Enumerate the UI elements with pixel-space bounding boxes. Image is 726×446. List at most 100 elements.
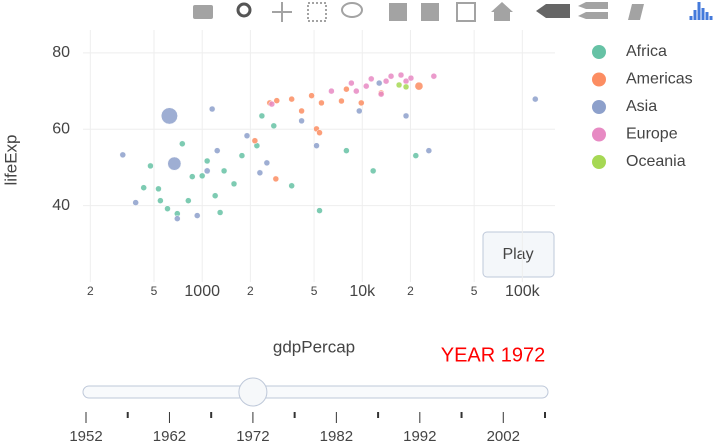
slider-label: 2002 [487, 428, 520, 445]
data-point [407, 74, 415, 82]
data-point [308, 92, 315, 99]
legend-marker[interactable] [592, 45, 606, 59]
data-point [258, 112, 266, 120]
data-point [316, 129, 323, 136]
x-tick-label: 10k [349, 283, 376, 300]
data-point [268, 100, 276, 108]
data-point [343, 85, 350, 93]
data-point [220, 167, 228, 175]
play-button[interactable]: Play [482, 231, 555, 278]
data-point [251, 137, 259, 144]
data-point [193, 212, 201, 219]
x-tick-label: 5 [311, 284, 318, 298]
slider-label: 1972 [236, 428, 269, 445]
legend-marker[interactable] [592, 127, 606, 142]
slider-label: 1952 [69, 428, 102, 445]
zoom-icon[interactable] [236, 2, 252, 18]
year-annotation: YEAR 1972 [441, 344, 546, 366]
data-point [397, 71, 405, 79]
data-point [343, 147, 350, 154]
data-point [395, 81, 403, 89]
slider-handle[interactable] [238, 377, 268, 407]
data-point [328, 87, 335, 95]
hover-icon[interactable] [578, 2, 608, 19]
play-button-label[interactable]: Play [502, 246, 533, 263]
data-point [414, 81, 424, 91]
y-tick-label: 80 [52, 44, 70, 61]
x-tick-label: 1000 [184, 283, 220, 300]
data-point [353, 87, 360, 95]
x-tick-label: 5 [471, 284, 478, 298]
toolbar [193, 2, 713, 22]
zoom-out-icon[interactable] [421, 3, 439, 21]
data-point [132, 199, 139, 206]
zoom-in-icon[interactable] [389, 3, 407, 21]
lasso-icon[interactable] [341, 2, 363, 18]
data-point [211, 192, 219, 199]
data-point [356, 107, 363, 115]
data-point [147, 162, 154, 170]
data-point [368, 75, 375, 83]
slider-label: 1962 [153, 428, 186, 445]
x-tick-label: 2 [247, 284, 254, 298]
data-point [256, 169, 264, 177]
data-point [160, 107, 178, 125]
data-point [185, 197, 192, 204]
slider-label: 1992 [403, 428, 436, 445]
legend-label[interactable]: Asia [626, 98, 657, 115]
data-point [382, 77, 390, 85]
slider-track[interactable] [82, 385, 549, 399]
y-axis-title: lifeExp [1, 134, 20, 185]
camera-icon[interactable] [193, 5, 213, 19]
data-point [273, 97, 281, 104]
play-button-box[interactable] [482, 231, 555, 278]
data-point [402, 83, 410, 91]
legend-label[interactable]: Americas [626, 71, 693, 88]
data-point [238, 152, 246, 159]
spike-icon[interactable] [536, 4, 570, 18]
legend-marker[interactable] [592, 72, 606, 87]
data-point [288, 95, 295, 103]
data-point [157, 197, 164, 204]
legend-label[interactable]: Africa [626, 43, 667, 60]
pan-icon[interactable] [272, 2, 292, 22]
data-point [167, 156, 182, 171]
legend-marker[interactable] [592, 100, 606, 114]
data-point [402, 112, 410, 120]
data-point [348, 79, 355, 87]
data-point [198, 172, 206, 180]
select-icon[interactable] [307, 2, 327, 22]
data-point [270, 122, 278, 130]
data-point [140, 184, 147, 191]
data-point [189, 173, 196, 180]
data-point [203, 157, 211, 165]
data-point [412, 152, 420, 159]
y-tick-label: 60 [52, 120, 70, 137]
home-icon[interactable] [491, 2, 513, 21]
slider-label: 1982 [320, 428, 353, 445]
x-axis-title: gdpPercap [273, 337, 355, 356]
data-point [338, 97, 345, 105]
data-point [313, 142, 320, 149]
legend-label[interactable]: Oceania [626, 153, 686, 170]
data-point [369, 167, 377, 175]
data-point [119, 151, 127, 159]
plotly-icon[interactable] [689, 2, 713, 20]
data-point [425, 147, 433, 154]
data-point [174, 215, 181, 222]
x-tick-label: 2 [87, 284, 94, 298]
data-point [203, 167, 211, 175]
legend-marker[interactable] [592, 155, 606, 169]
data-point [358, 99, 365, 107]
autoscale-icon[interactable] [456, 2, 476, 22]
data-point [532, 95, 539, 103]
data-point [213, 147, 221, 154]
x-tick-label: 2 [407, 284, 414, 298]
logo-icon[interactable] [628, 4, 644, 20]
data-point [387, 72, 395, 80]
data-point [164, 205, 171, 212]
legend-label[interactable]: Europe [626, 126, 678, 143]
data-point [298, 117, 305, 125]
data-point [243, 132, 251, 140]
